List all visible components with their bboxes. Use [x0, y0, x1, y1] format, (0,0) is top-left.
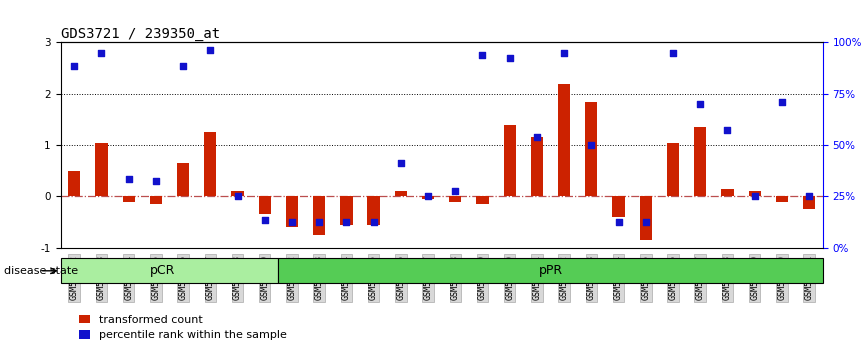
Bar [231, 191, 243, 196]
Bar [395, 191, 407, 196]
Point [775, 99, 789, 104]
Point [68, 63, 81, 68]
Point [694, 101, 708, 107]
Point [611, 219, 625, 225]
Legend: transformed count, percentile rank within the sample: transformed count, percentile rank withi… [74, 310, 292, 345]
Point [585, 142, 598, 148]
Bar [68, 171, 81, 196]
Point [94, 50, 108, 56]
Point [258, 217, 272, 222]
Point [339, 219, 353, 225]
Point [503, 55, 517, 61]
Bar [776, 196, 788, 202]
Point [721, 127, 734, 132]
Bar [278, 258, 823, 283]
Point [421, 194, 435, 199]
Point [449, 188, 462, 194]
Point [530, 135, 544, 140]
Text: pCR: pCR [150, 264, 176, 277]
Bar [531, 137, 543, 196]
Point [666, 50, 680, 56]
Point [747, 194, 761, 199]
Bar [123, 196, 135, 202]
Point [285, 219, 299, 225]
Point [802, 194, 816, 199]
Bar [259, 196, 271, 215]
Bar [177, 163, 189, 196]
Point [122, 176, 136, 181]
Point [366, 219, 380, 225]
Bar [585, 102, 598, 196]
Bar [748, 191, 760, 196]
Bar [422, 196, 434, 199]
Text: pPR: pPR [539, 264, 563, 277]
Bar [340, 196, 352, 225]
Bar [667, 143, 679, 196]
Bar [61, 258, 278, 283]
Point [475, 52, 489, 58]
Bar [694, 127, 707, 196]
Bar [612, 196, 624, 217]
Bar [476, 196, 488, 204]
Point [230, 194, 244, 199]
Text: disease state: disease state [4, 266, 79, 276]
Point [557, 50, 571, 56]
Point [149, 178, 163, 184]
Bar [313, 196, 326, 235]
Bar [150, 196, 162, 204]
Bar [204, 132, 216, 196]
Bar [367, 196, 379, 225]
Bar [286, 196, 298, 227]
Point [176, 63, 190, 68]
Point [394, 160, 408, 166]
Text: GDS3721 / 239350_at: GDS3721 / 239350_at [61, 28, 220, 41]
Bar [803, 196, 815, 209]
Bar [449, 196, 462, 202]
Bar [721, 189, 734, 196]
Point [204, 47, 217, 53]
Bar [640, 196, 652, 240]
Bar [95, 143, 107, 196]
Bar [503, 125, 516, 196]
Point [313, 219, 326, 225]
Point [639, 219, 653, 225]
Bar [558, 84, 570, 196]
